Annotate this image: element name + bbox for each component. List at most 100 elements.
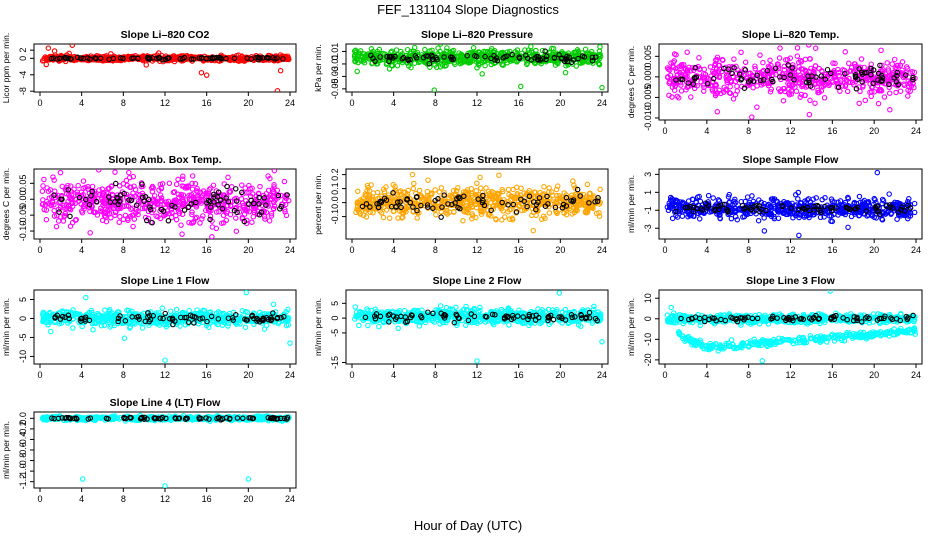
data-point — [749, 193, 755, 199]
data-point — [905, 93, 911, 99]
data-point — [89, 183, 96, 190]
data-point — [207, 213, 214, 219]
data-point — [265, 173, 271, 179]
data-point — [378, 210, 385, 216]
data-point — [50, 174, 56, 180]
data-point — [464, 52, 470, 59]
data-point — [155, 310, 162, 316]
y-tick-label: 0.005 — [643, 45, 653, 68]
data-point — [542, 48, 548, 54]
data-point — [592, 199, 598, 205]
data-point — [869, 211, 876, 218]
data-point — [218, 56, 225, 62]
data-point — [779, 203, 786, 210]
data-point — [196, 55, 203, 61]
data-point — [885, 68, 892, 74]
data-point — [407, 56, 413, 63]
data-point — [43, 61, 49, 68]
data-point — [106, 185, 112, 192]
data-point — [761, 215, 767, 221]
data-point — [428, 52, 435, 59]
data-point — [911, 200, 918, 207]
data-point — [679, 69, 685, 75]
data-point — [798, 91, 805, 98]
data-point — [703, 75, 710, 81]
data-point — [179, 197, 186, 203]
data-point — [716, 62, 723, 69]
data-point — [696, 55, 702, 61]
data-point — [464, 196, 471, 202]
data-point — [256, 194, 262, 201]
data-point — [150, 207, 157, 213]
data-point — [488, 55, 494, 62]
data-point — [853, 66, 859, 73]
data-point — [723, 74, 729, 81]
data-point — [123, 203, 130, 209]
data-point — [813, 195, 819, 201]
y-axis-label: Licor ppm per min. — [1, 33, 11, 103]
data-point — [824, 66, 831, 73]
data-point — [787, 55, 794, 61]
data-point — [482, 62, 488, 69]
data-point — [105, 194, 112, 200]
data-point — [711, 206, 718, 213]
data-point — [169, 202, 175, 209]
data-point — [878, 47, 884, 54]
data-point — [192, 180, 199, 187]
data-point — [851, 82, 857, 88]
x-tick-label: 8 — [433, 98, 438, 108]
data-point — [522, 47, 528, 53]
data-point — [407, 199, 414, 206]
data-point — [452, 61, 458, 68]
data-point — [211, 194, 217, 200]
data-point — [717, 212, 723, 218]
data-point — [219, 206, 226, 212]
data-point — [436, 189, 443, 195]
data-point — [114, 194, 120, 201]
data-point — [200, 188, 207, 194]
data-point — [227, 310, 233, 317]
data-point — [879, 77, 886, 84]
data-point — [411, 180, 417, 187]
data-point — [130, 223, 136, 230]
y-tick-label: 0.01 — [330, 43, 340, 61]
data-point — [414, 194, 420, 200]
x-tick-label: 8 — [746, 126, 751, 136]
y-axis-label: ml/min per min. — [626, 175, 636, 233]
data-point — [879, 200, 885, 207]
y-tick-label: 0.05 — [18, 175, 28, 193]
data-point — [852, 74, 859, 81]
x-tick-label: 4 — [391, 98, 396, 108]
data-point — [769, 76, 775, 83]
data-point — [525, 47, 532, 53]
data-point — [282, 56, 288, 62]
data-point — [586, 191, 593, 197]
data-point — [713, 72, 720, 79]
data-point — [835, 199, 841, 205]
data-point — [529, 212, 535, 219]
data-point — [189, 173, 196, 179]
data-point — [474, 65, 480, 71]
data-point — [108, 51, 114, 57]
data-point — [410, 185, 417, 192]
figure-title: FEF_131104 Slope Diagnostics — [377, 2, 559, 17]
y-tick-label: -10 — [18, 350, 28, 363]
data-point — [233, 228, 240, 234]
data-point — [499, 186, 505, 193]
data-point — [491, 60, 497, 67]
data-point — [541, 184, 547, 190]
data-point — [469, 191, 475, 197]
data-point — [279, 318, 285, 324]
data-point — [67, 213, 73, 220]
data-point — [221, 181, 227, 187]
data-point — [514, 47, 521, 53]
data-point — [414, 207, 420, 214]
data-point — [566, 206, 572, 212]
data-point — [506, 216, 513, 222]
data-point — [179, 211, 186, 218]
data-point — [107, 199, 114, 205]
panel-title: Slope Li–820 Pressure — [421, 29, 533, 41]
data-point — [145, 196, 152, 203]
data-point — [890, 205, 896, 211]
